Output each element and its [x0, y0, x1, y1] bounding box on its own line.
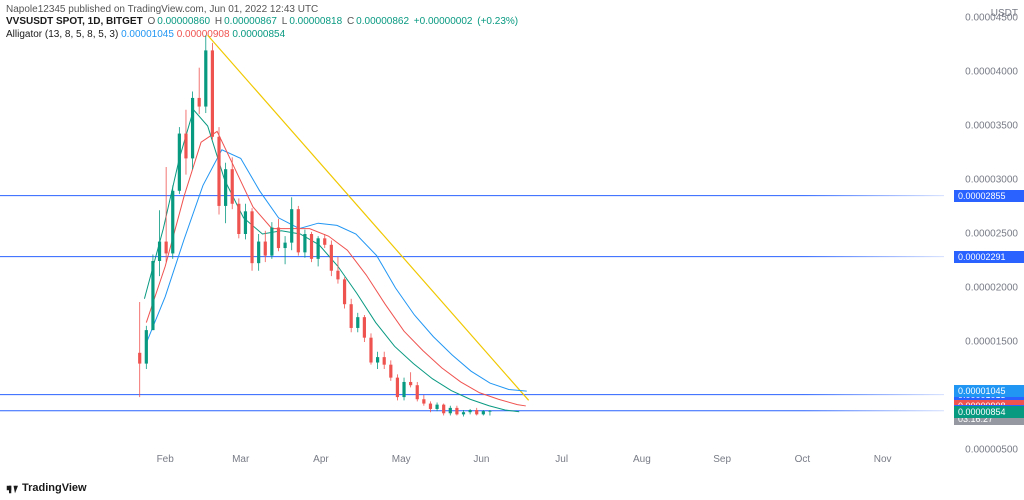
fade-right [804, 18, 944, 450]
x-tick: Feb [157, 454, 174, 465]
y-tick: 0.00001500 [965, 337, 1018, 348]
x-tick: Jun [473, 454, 489, 465]
x-tick: Aug [633, 454, 651, 465]
x-tick: Jul [555, 454, 568, 465]
price-badge: 0.00001045 [954, 385, 1024, 397]
y-tick: 0.00002000 [965, 283, 1018, 294]
y-tick: 0.00002500 [965, 229, 1018, 240]
x-tick: Oct [795, 454, 811, 465]
price-badge: 0.00000854 [954, 406, 1024, 418]
y-tick: 0.00004000 [965, 67, 1018, 78]
chart-svg [0, 18, 944, 450]
y-tick: 0.00003500 [965, 121, 1018, 132]
x-tick: Mar [232, 454, 249, 465]
y-tick: 0.00004500 [965, 13, 1018, 24]
x-tick: Nov [874, 454, 892, 465]
y-tick: 0.00003000 [965, 175, 1018, 186]
y-tick: 0.00000500 [965, 445, 1018, 456]
x-axis: Feb Mar Apr May Jun Jul Aug Sep Oct Nov [0, 454, 944, 472]
publish-line: Napole12345 published on TradingView.com… [6, 4, 318, 15]
hline-badge: 0.00002855 [954, 190, 1024, 202]
x-tick: Sep [713, 454, 731, 465]
tradingview-logo: TradingView [6, 482, 87, 494]
tv-icon [6, 482, 18, 494]
x-tick: May [392, 454, 411, 465]
hline-badge: 0.00002291 [954, 251, 1024, 263]
y-axis: USDT 0.000045000.000040000.000035000.000… [944, 18, 1024, 450]
chart-area[interactable] [0, 18, 944, 450]
x-tick: Apr [313, 454, 329, 465]
